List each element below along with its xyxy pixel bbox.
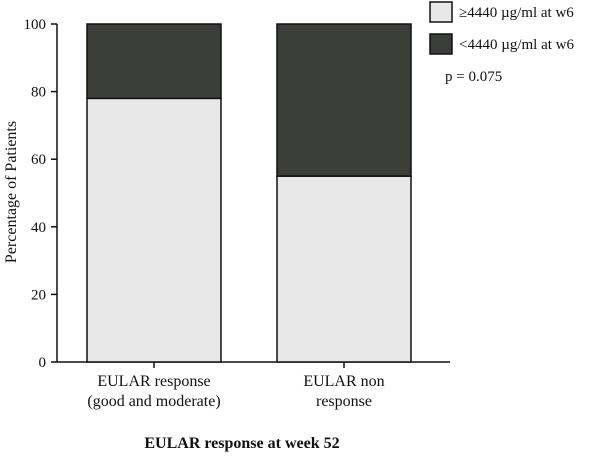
x-axis: EULAR response (good and moderate) EULAR n…: [57, 361, 450, 410]
legend: ≥4440 µg/ml at w6 <4440 µg/ml at w6: [429, 1, 575, 55]
x-tick-label: response: [316, 393, 372, 410]
y-tick-label: 80: [31, 85, 46, 101]
x-axis-label: EULAR response at week 52: [144, 435, 339, 452]
y-tick-label: 100: [24, 17, 47, 33]
x-tick-label: EULAR response: [97, 373, 210, 390]
x-tick-label: EULAR non: [303, 373, 384, 390]
bar-segment-2-category-1: [86, 23, 222, 100]
p-value-annotation: p = 0.075: [445, 69, 502, 85]
bar-segment-1-category-2: [276, 175, 412, 363]
legend-label-1: ≥4440 µg/ml at w6: [459, 5, 574, 21]
y-axis: 0 20 40 60 80 100: [24, 17, 58, 371]
y-tick-label: 20: [31, 287, 46, 303]
legend-label-2: <4440 µg/ml at w6: [459, 37, 575, 53]
x-tick-label: (good and moderate): [87, 393, 220, 410]
y-tick-label: 0: [39, 355, 47, 371]
y-tick-label: 60: [31, 152, 46, 168]
bar-segment-1-category-1: [86, 97, 222, 363]
legend-swatch-1: [429, 1, 453, 23]
legend-swatch-2: [429, 33, 453, 55]
y-axis-label: Percentage of Patients: [3, 121, 20, 263]
bar-segment-2-category-2: [276, 23, 412, 177]
bars: [86, 23, 412, 363]
y-tick-label: 40: [31, 220, 46, 236]
